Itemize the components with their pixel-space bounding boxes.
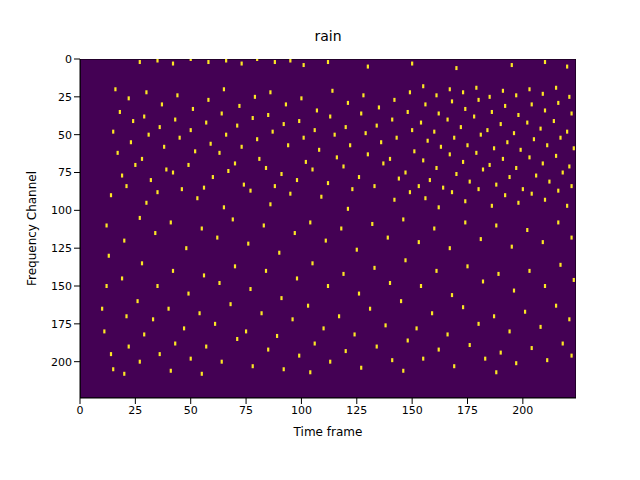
- svg-text:50: 50: [58, 129, 72, 142]
- svg-text:100: 100: [291, 404, 312, 417]
- svg-text:150: 150: [402, 404, 423, 417]
- svg-text:75: 75: [58, 166, 72, 179]
- svg-text:25: 25: [58, 91, 72, 104]
- svg-text:200: 200: [512, 404, 533, 417]
- svg-text:0: 0: [65, 53, 72, 66]
- svg-text:175: 175: [51, 318, 72, 331]
- svg-text:150: 150: [51, 280, 72, 293]
- svg-text:25: 25: [128, 404, 142, 417]
- svg-text:125: 125: [346, 404, 367, 417]
- svg-text:200: 200: [51, 356, 72, 369]
- svg-text:0: 0: [77, 404, 84, 417]
- svg-text:100: 100: [51, 204, 72, 217]
- svg-text:50: 50: [184, 404, 198, 417]
- svg-text:Frequency Channel: Frequency Channel: [25, 171, 39, 286]
- svg-text:125: 125: [51, 242, 72, 255]
- svg-text:175: 175: [457, 404, 478, 417]
- svg-text:Time frame: Time frame: [293, 425, 363, 439]
- svg-text:75: 75: [239, 404, 253, 417]
- html-text:rain: rain: [314, 28, 342, 44]
